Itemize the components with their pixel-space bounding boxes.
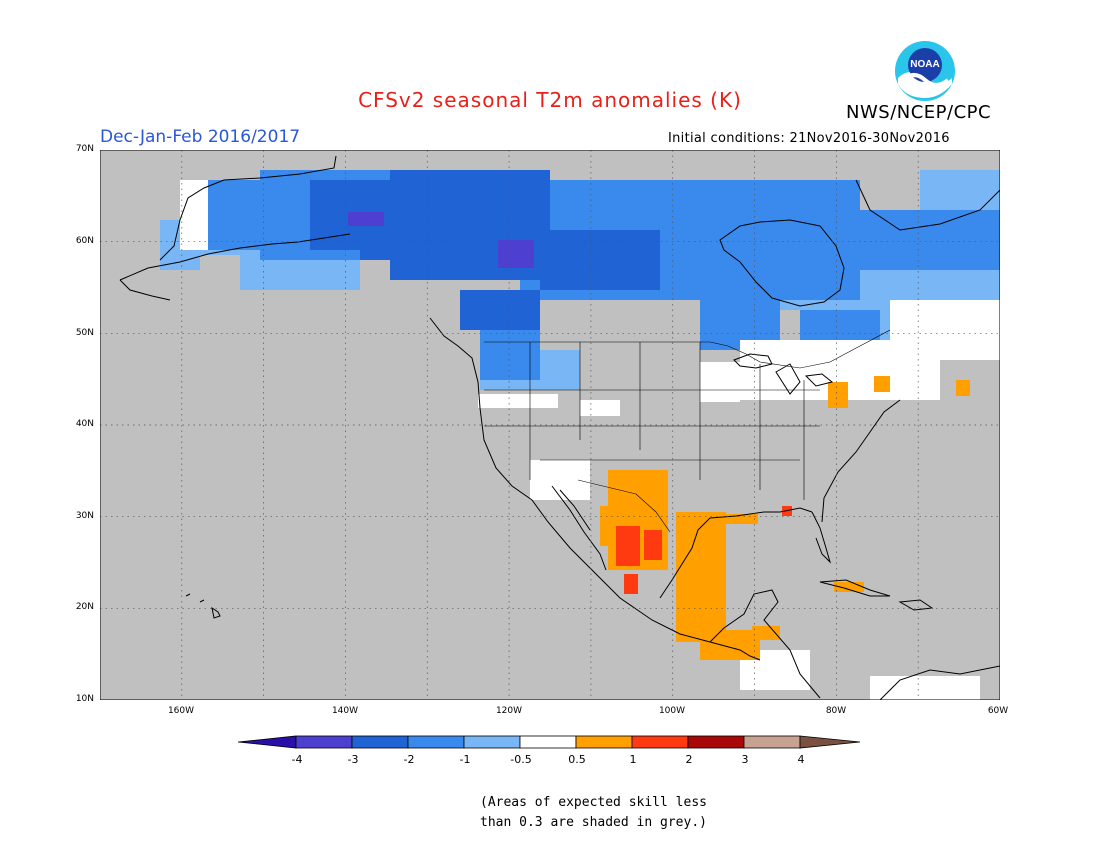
graticule bbox=[100, 150, 1000, 700]
footnote-line-2: than 0.3 are shaded in grey.) bbox=[480, 815, 707, 830]
anomaly-map bbox=[100, 150, 1000, 700]
footnote-line-1: (Areas of expected skill less bbox=[480, 795, 707, 810]
anomaly-cell bbox=[700, 630, 760, 660]
political-borders bbox=[484, 329, 891, 533]
agency-label: NWS/NCEP/CPC bbox=[846, 102, 992, 123]
anomaly-cell bbox=[860, 210, 1000, 270]
colorbar-tick: 2 bbox=[685, 753, 693, 766]
noaa-logo: NOAA bbox=[895, 41, 955, 101]
colorbar-tick: -4 bbox=[291, 753, 303, 766]
colorbar bbox=[238, 735, 861, 749]
colorbar-end-triangle bbox=[238, 735, 297, 749]
colorbar-swatch bbox=[295, 735, 353, 749]
anomaly-cell bbox=[956, 380, 970, 396]
lat-label-70n: 70N bbox=[75, 144, 94, 154]
anomaly-cell bbox=[478, 394, 558, 408]
noaa-logo-text: NOAA bbox=[910, 59, 939, 70]
lon-label-160w: 160W bbox=[167, 706, 195, 716]
lat-label-10n: 10N bbox=[75, 694, 94, 704]
colorbar-tick: 1 bbox=[629, 753, 637, 766]
colorbar-swatch bbox=[519, 735, 577, 749]
anomaly-cell bbox=[890, 300, 1000, 360]
colorbar-swatch bbox=[351, 735, 409, 749]
anomaly-cell bbox=[540, 230, 660, 290]
anomaly-cell bbox=[676, 512, 726, 642]
anomaly-cell bbox=[828, 382, 848, 408]
lat-label-60n: 60N bbox=[75, 236, 94, 246]
colorbar-swatch bbox=[407, 735, 465, 749]
lat-label-30n: 30N bbox=[75, 511, 94, 521]
lon-label-80w: 80W bbox=[825, 706, 847, 716]
lon-label-100w: 100W bbox=[658, 706, 686, 716]
colorbar-tick: 0.5 bbox=[568, 753, 586, 766]
anomaly-cell bbox=[644, 530, 662, 560]
anomaly-cell bbox=[616, 526, 640, 566]
anomaly-cell bbox=[834, 582, 864, 592]
anomaly-cell bbox=[752, 626, 780, 640]
anomaly-cell bbox=[700, 362, 740, 402]
colorbar-swatch bbox=[631, 735, 689, 749]
anomaly-cell bbox=[348, 212, 384, 226]
colorbar-end-triangle bbox=[799, 735, 861, 749]
colorbar-swatch bbox=[575, 735, 633, 749]
anomaly-cell bbox=[180, 180, 208, 250]
anomaly-cell bbox=[920, 170, 1000, 210]
colorbar-swatch bbox=[687, 735, 745, 749]
colorbar-tick: -1 bbox=[459, 753, 471, 766]
colorbar-tick: 3 bbox=[741, 753, 749, 766]
anomaly-cell bbox=[498, 240, 534, 268]
colorbar-tick: -0.5 bbox=[510, 753, 532, 766]
coastlines bbox=[119, 155, 1000, 700]
lat-label-50n: 50N bbox=[75, 328, 94, 338]
lat-label-20n: 20N bbox=[75, 602, 94, 612]
colorbar-swatch bbox=[743, 735, 801, 749]
chart-title: CFSv2 seasonal T2m anomalies (K) bbox=[358, 88, 742, 112]
lon-label-60w: 60W bbox=[987, 706, 1009, 716]
lat-label-40n: 40N bbox=[75, 419, 94, 429]
anomaly-cell bbox=[460, 290, 540, 330]
period-label: Dec-Jan-Feb 2016/2017 bbox=[100, 127, 301, 147]
colorbar-swatch bbox=[463, 735, 521, 749]
anomaly-cell bbox=[360, 220, 420, 260]
anomaly-cell bbox=[624, 574, 638, 594]
anomaly-cell bbox=[580, 400, 620, 416]
initial-conditions-label: Initial conditions: 21Nov2016-30Nov2016 bbox=[668, 131, 950, 146]
lon-label-120w: 120W bbox=[495, 706, 523, 716]
anomaly-cell bbox=[530, 460, 590, 500]
anomaly-cell bbox=[726, 514, 758, 524]
colorbar-tick: -2 bbox=[403, 753, 415, 766]
lon-label-140w: 140W bbox=[331, 706, 359, 716]
anomaly-cell bbox=[874, 376, 890, 392]
anomaly-cell bbox=[870, 676, 980, 700]
colorbar-tick: -3 bbox=[347, 753, 359, 766]
skill-footnote: (Areas of expected skill less than 0.3 a… bbox=[480, 793, 707, 833]
colorbar-tick: 4 bbox=[797, 753, 805, 766]
